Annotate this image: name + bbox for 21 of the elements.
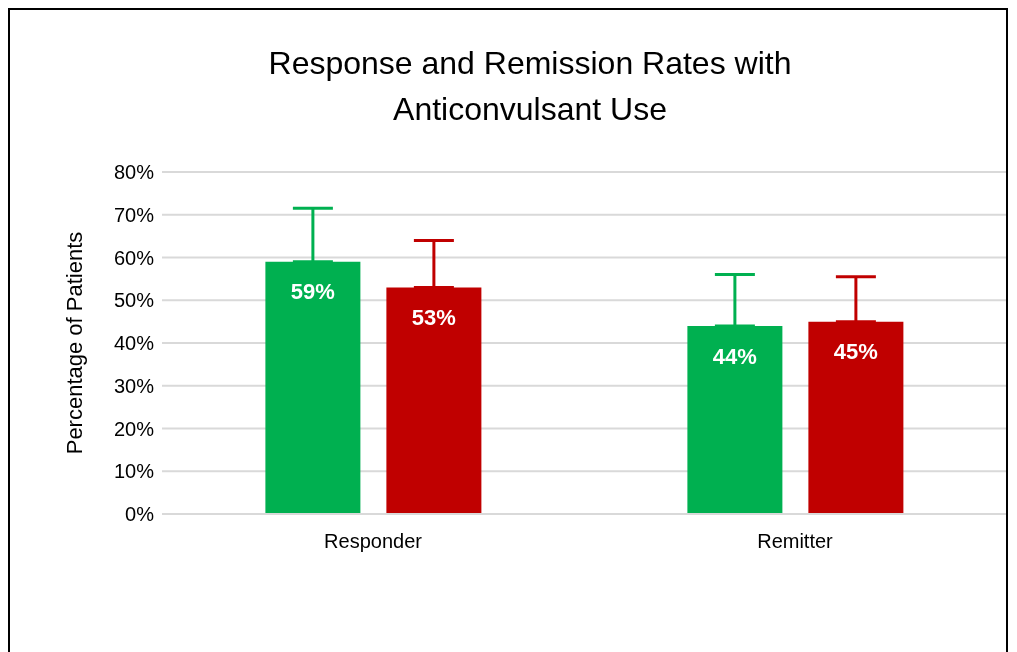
data-label: 44%: [712, 343, 757, 369]
y-tick-label: 10%: [113, 460, 155, 483]
bar: [265, 261, 361, 514]
data-label: 59%: [290, 279, 335, 305]
bar: [386, 287, 482, 514]
y-tick-label: 0%: [125, 503, 155, 526]
x-tick-label: Responder: [324, 530, 423, 553]
x-tick-label: Remitter: [757, 530, 834, 553]
chart-title: Response and Remission Rates with Anticonvulsant Use: [267, 44, 793, 129]
y-tick-label: 30%: [113, 374, 155, 397]
y-axis-title: Percentage of Patients: [61, 231, 87, 455]
y-tick-label: 70%: [113, 203, 155, 226]
y-tick-label: 40%: [113, 332, 155, 355]
y-tick-label: 50%: [113, 289, 155, 312]
data-label: 53%: [411, 305, 456, 331]
y-tick-label: 20%: [113, 417, 155, 440]
y-tick-label: 80%: [113, 161, 155, 184]
bar: [687, 325, 783, 514]
bar: [808, 321, 904, 514]
y-tick-label: 60%: [113, 246, 155, 269]
data-label: 45%: [833, 339, 878, 365]
